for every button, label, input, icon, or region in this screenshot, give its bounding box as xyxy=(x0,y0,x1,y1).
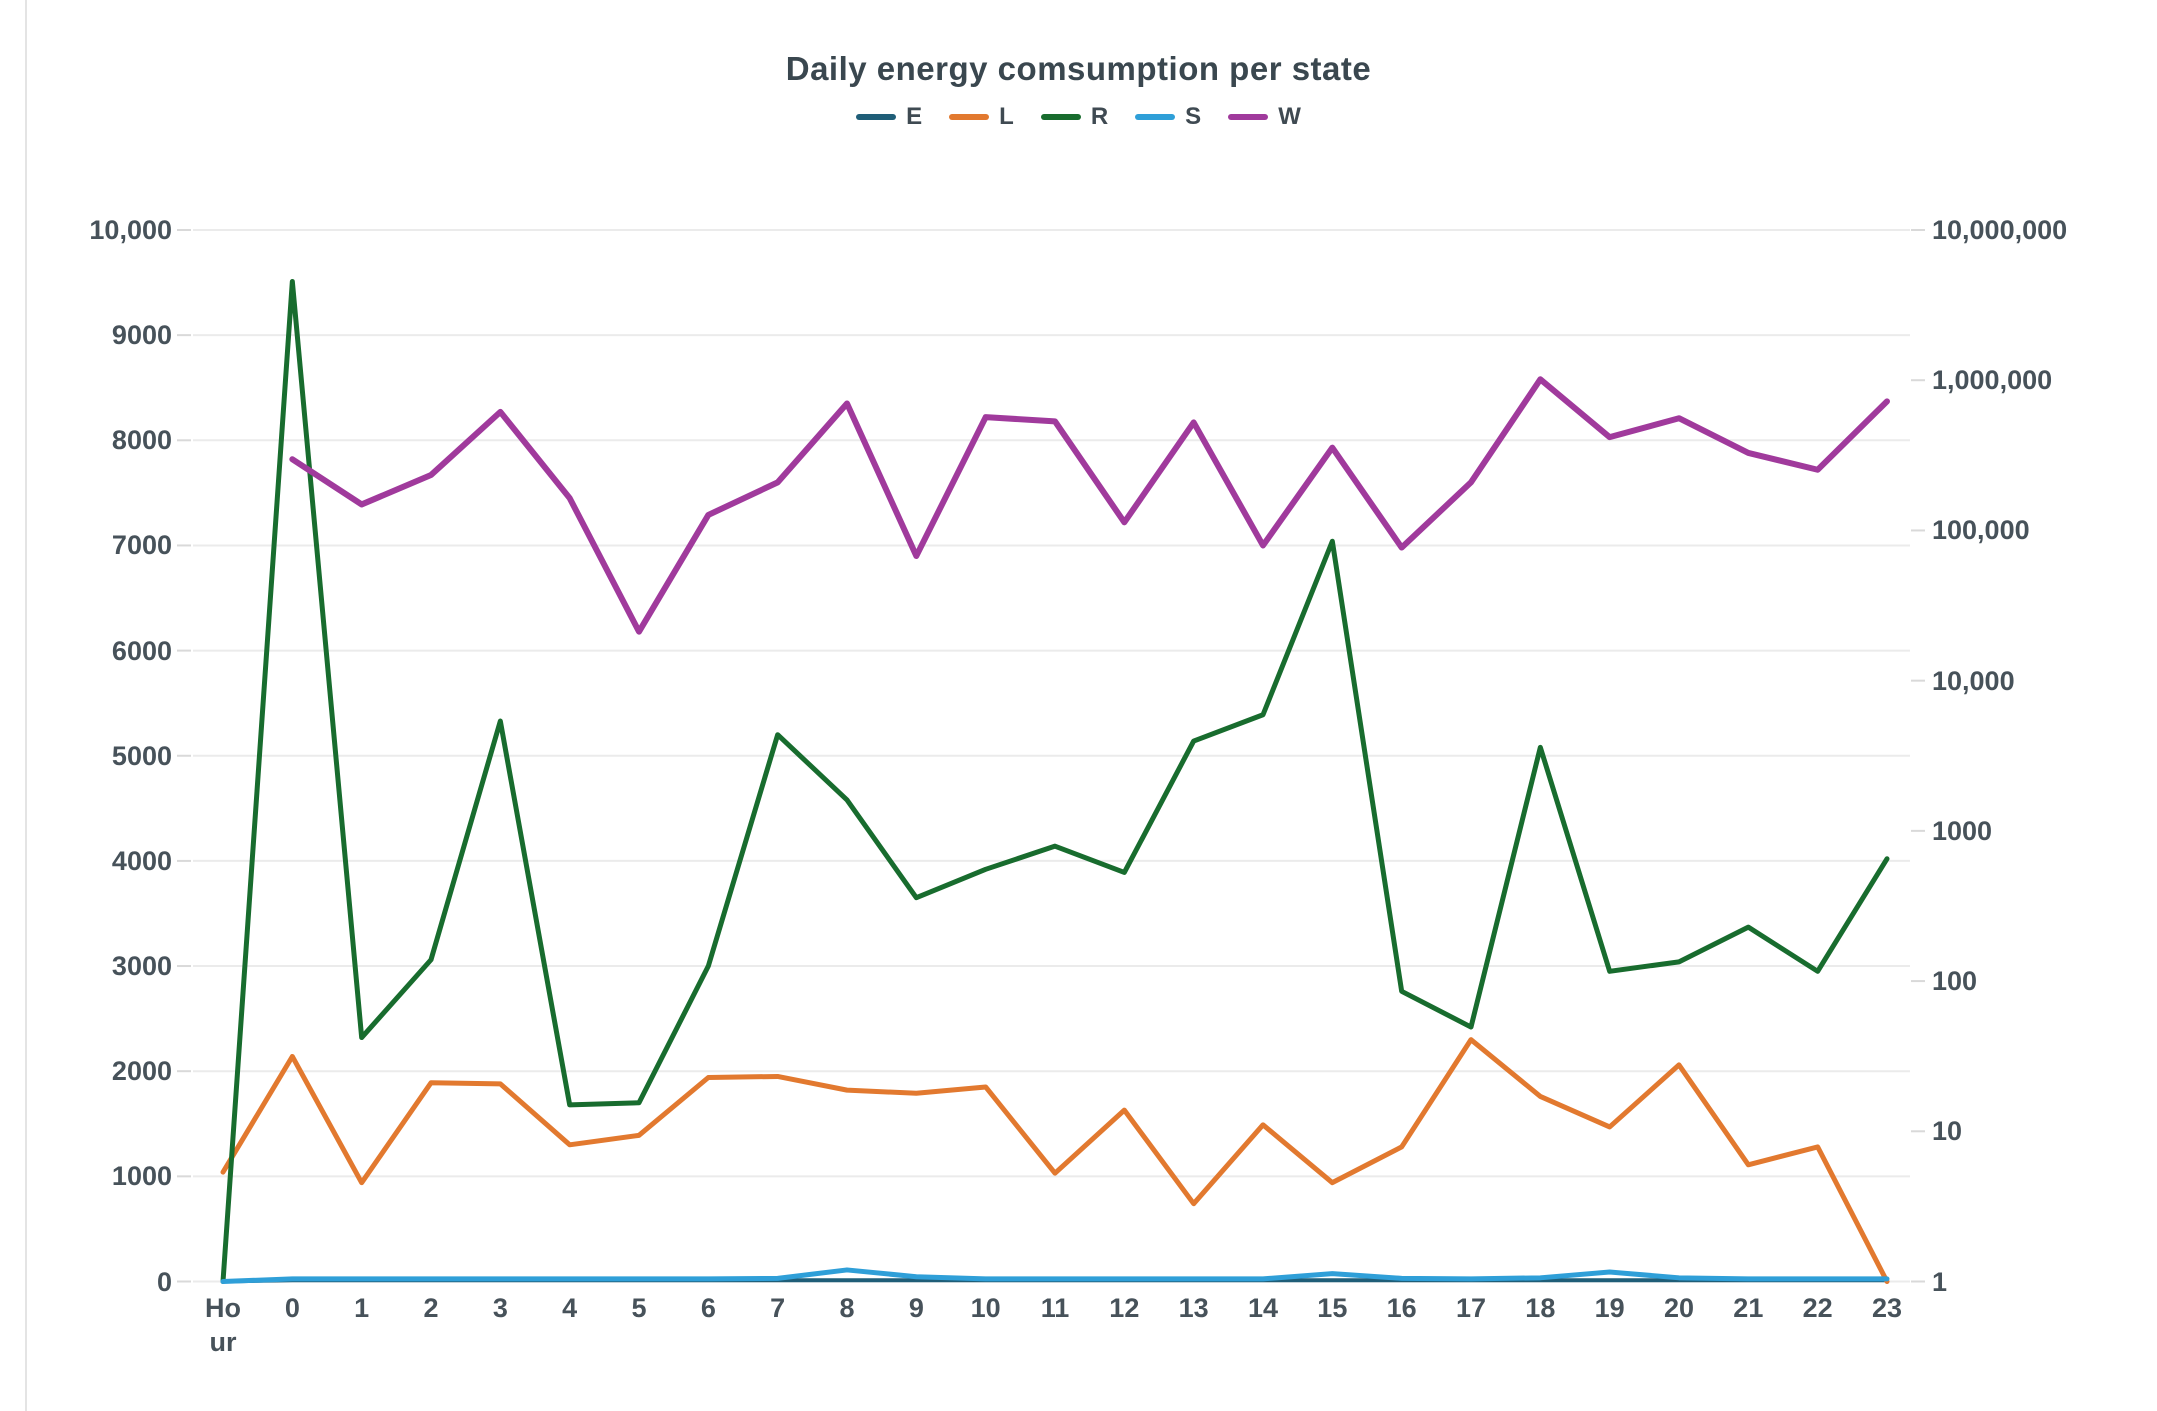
legend-label-W: W xyxy=(1278,103,1301,130)
right-axis-label-100: 100 xyxy=(1932,966,1978,997)
right-axis-label-100000: 100,000 xyxy=(1932,515,2030,546)
x-axis-label-3: 3 xyxy=(492,1293,508,1323)
legend-item-R: R xyxy=(1040,103,1109,131)
x-axis-label-5: 5 xyxy=(631,1293,647,1323)
x-axis-label-22: 22 xyxy=(1802,1293,1833,1323)
legend-swatch-R xyxy=(1040,114,1081,120)
x-axis-label-1: 1 xyxy=(354,1293,370,1323)
series-line-R xyxy=(220,279,1890,1284)
page-edge-divider xyxy=(25,0,27,1411)
legend-item-S: S xyxy=(1135,103,1201,131)
left-axis-label-8000: 8000 xyxy=(111,425,172,456)
right-axis-label-1: 1 xyxy=(1932,1266,1948,1297)
left-axis-label-3000: 3000 xyxy=(111,951,172,982)
legend-swatch-L xyxy=(949,114,990,120)
right-axis-label-1000000: 1,000,000 xyxy=(1932,365,2053,396)
x-axis-label-16: 16 xyxy=(1386,1293,1417,1323)
chart-title: Daily energy comsumption per state xyxy=(785,50,1372,87)
x-axis-label-11: 11 xyxy=(1040,1293,1070,1323)
series-line-S xyxy=(220,1267,1890,1284)
x-axis-label-8: 8 xyxy=(839,1293,855,1323)
legend-swatch-S xyxy=(1135,114,1176,120)
x-axis-label-Hour: Ho ur xyxy=(205,1293,241,1357)
legend-item-L: L xyxy=(949,103,1014,131)
right-axis-label-10000000: 10,000,000 xyxy=(1932,215,2068,245)
right-axis-label-10: 10 xyxy=(1932,1116,1963,1147)
left-axis-label-6000: 6000 xyxy=(111,635,172,666)
x-axis-label-4: 4 xyxy=(562,1293,578,1323)
legend-item-E: E xyxy=(856,103,922,131)
legend-label-E: E xyxy=(906,103,923,130)
left-axis-label-4000: 4000 xyxy=(111,845,172,876)
left-axis-label-9000: 9000 xyxy=(111,320,172,351)
x-axis-label-10: 10 xyxy=(970,1293,1001,1323)
x-axis-label-2: 2 xyxy=(423,1293,439,1323)
left-axis-label-5000: 5000 xyxy=(111,740,172,771)
legend-swatch-E xyxy=(856,114,897,120)
x-axis-label-15: 15 xyxy=(1317,1293,1348,1323)
series-line-W xyxy=(289,376,1890,635)
series-line-L xyxy=(220,1037,1890,1284)
x-axis-label-6: 6 xyxy=(700,1293,716,1323)
x-axis-label-17: 17 xyxy=(1455,1293,1487,1323)
left-axis-label-7000: 7000 xyxy=(111,530,172,561)
left-axis-label-1000: 1000 xyxy=(111,1161,172,1192)
legend-item-W: W xyxy=(1228,103,1301,131)
x-axis-label-0: 0 xyxy=(284,1293,300,1323)
x-axis-label-9: 9 xyxy=(908,1293,924,1323)
x-axis-label-12: 12 xyxy=(1109,1293,1140,1323)
legend-label-S: S xyxy=(1185,103,1202,130)
x-axis-label-19: 19 xyxy=(1594,1293,1625,1323)
legend-label-R: R xyxy=(1090,103,1109,130)
right-axis-label-10000: 10,000 xyxy=(1932,665,2015,696)
left-axis-label-0: 0 xyxy=(156,1266,172,1297)
x-axis-label-20: 20 xyxy=(1663,1293,1695,1323)
x-axis-label-23: 23 xyxy=(1871,1293,1903,1323)
legend-swatch-W xyxy=(1228,114,1269,120)
legend-label-L: L xyxy=(999,103,1014,130)
left-axis-label-10000: 10,000 xyxy=(89,215,172,245)
x-axis-label-13: 13 xyxy=(1178,1293,1209,1323)
x-axis-label-18: 18 xyxy=(1525,1293,1556,1323)
x-axis-label-14: 14 xyxy=(1247,1293,1279,1323)
x-axis-label-21: 21 xyxy=(1733,1293,1764,1323)
right-axis-label-1000: 1000 xyxy=(1932,815,1993,846)
x-axis-label-7: 7 xyxy=(770,1293,786,1323)
left-axis-label-2000: 2000 xyxy=(111,1056,172,1087)
